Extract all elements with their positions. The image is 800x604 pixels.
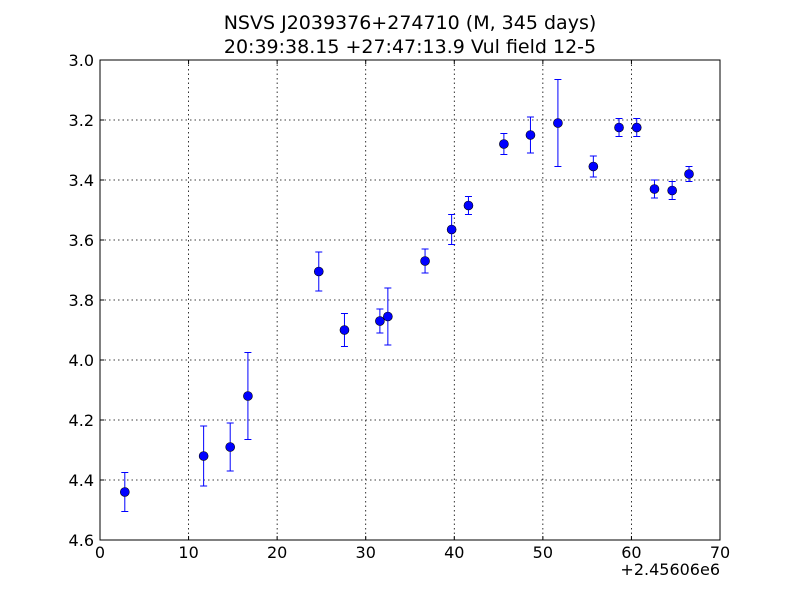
grid-layer: [100, 60, 720, 540]
data-point: [120, 487, 130, 497]
y-tick-label: 3.4: [69, 171, 94, 190]
x-tick-label: 0: [95, 543, 105, 562]
data-point: [420, 256, 430, 266]
data-point: [588, 161, 599, 172]
data-point: [614, 122, 624, 133]
data-point: [383, 311, 393, 322]
data-point: [198, 451, 209, 461]
chart-title-line2: 20:39:38.15 +27:47:13.9 Vul field 12-5: [224, 36, 596, 58]
x-tick-label: 60: [621, 543, 641, 562]
x-tick-label: 30: [356, 543, 376, 562]
y-tick-label: 4.6: [69, 531, 94, 550]
x-tick-label: 10: [178, 543, 198, 562]
x-tick-label: 40: [444, 543, 464, 562]
x-offset-label: +2.45606e6: [620, 560, 720, 579]
data-point: [225, 442, 235, 452]
data-point: [313, 266, 324, 277]
data-point: [339, 325, 350, 335]
y-tick-label: 4.0: [69, 351, 94, 370]
data-point: [446, 224, 457, 235]
y-tick-label: 3.2: [69, 111, 94, 130]
plot-frame: [99, 59, 721, 541]
data-point: [243, 391, 253, 401]
x-tick-label: 70: [710, 543, 730, 562]
data-point: [525, 130, 536, 140]
y-tick-label: 4.2: [69, 411, 94, 430]
data-point: [499, 139, 509, 149]
y-tick-label: 3.8: [69, 291, 94, 310]
x-tick-label: 50: [533, 543, 553, 562]
x-tick-label: 20: [267, 543, 287, 562]
data-point: [667, 185, 677, 196]
data-point: [631, 122, 642, 133]
data-point: [684, 169, 694, 179]
chart-title-line1: NSVS J2039376+274710 (M, 345 days): [224, 12, 597, 34]
y-tick-label: 3.0: [69, 51, 94, 70]
y-tick-label: 3.6: [69, 231, 94, 250]
data-point: [463, 200, 474, 211]
data-layer: [120, 79, 694, 512]
ticks-layer: 0 10 20 30 40 50 60 70 3.0 3.2 3.4 3.6 3.8 4.0 4.2 4.4 4…: [69, 51, 731, 562]
y-tick-label: 4.4: [69, 471, 94, 490]
data-point: [375, 316, 385, 326]
data-point: [649, 184, 660, 194]
data-point: [553, 118, 563, 128]
